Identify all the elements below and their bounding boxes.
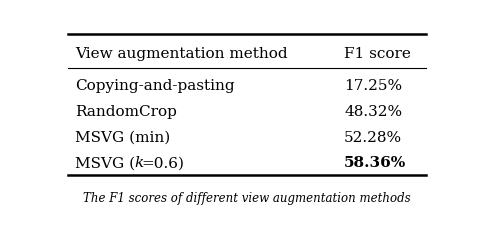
- Text: Copying-and-pasting: Copying-and-pasting: [75, 79, 235, 93]
- Text: The F1 scores of different view augmentation methods: The F1 scores of different view augmenta…: [83, 191, 411, 204]
- Text: 17.25%: 17.25%: [344, 79, 402, 93]
- Text: View augmentation method: View augmentation method: [75, 46, 288, 60]
- Text: F1 score: F1 score: [344, 46, 411, 60]
- Text: =0.6): =0.6): [142, 156, 185, 170]
- Text: k: k: [134, 156, 144, 170]
- Text: RandomCrop: RandomCrop: [75, 104, 177, 118]
- Text: MSVG (min): MSVG (min): [75, 130, 171, 144]
- Text: 52.28%: 52.28%: [344, 130, 402, 144]
- Text: 58.36%: 58.36%: [344, 156, 406, 170]
- Text: 48.32%: 48.32%: [344, 104, 402, 118]
- Text: MSVG (: MSVG (: [75, 156, 135, 170]
